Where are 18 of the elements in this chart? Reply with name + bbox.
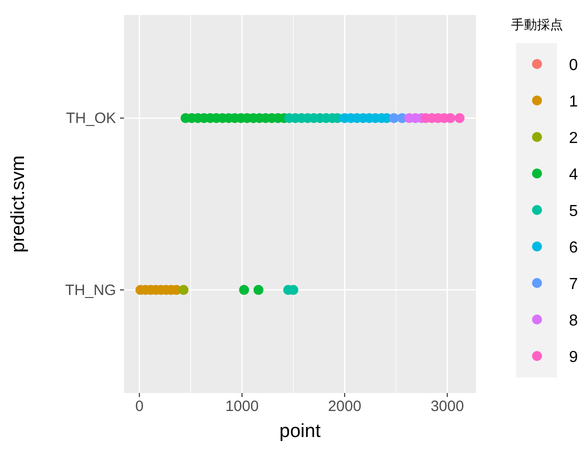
y-tick-label: TH_NG	[65, 282, 116, 299]
x-tick-label: 0	[135, 398, 144, 415]
legend-label: 9	[569, 349, 578, 366]
y-axis-title: predict.svm	[8, 155, 29, 253]
legend-label: 5	[569, 203, 578, 220]
legend-label: 8	[569, 312, 578, 330]
x-axis-title: point	[279, 421, 322, 442]
legend-label: 1	[569, 94, 578, 110]
x-tick-label: 2000	[328, 398, 362, 415]
x-tick-label: 1000	[225, 398, 259, 415]
y-tick-label: TH_OK	[66, 110, 116, 128]
legend-label: 0	[569, 57, 578, 74]
legend-label: 4	[569, 166, 578, 184]
x-tick-label: 3000	[430, 398, 464, 415]
legend-title: 手動採点	[511, 17, 563, 32]
legend-label: 6	[569, 240, 578, 256]
legend-label: 2	[569, 130, 578, 147]
legend-label: 7	[569, 276, 578, 293]
